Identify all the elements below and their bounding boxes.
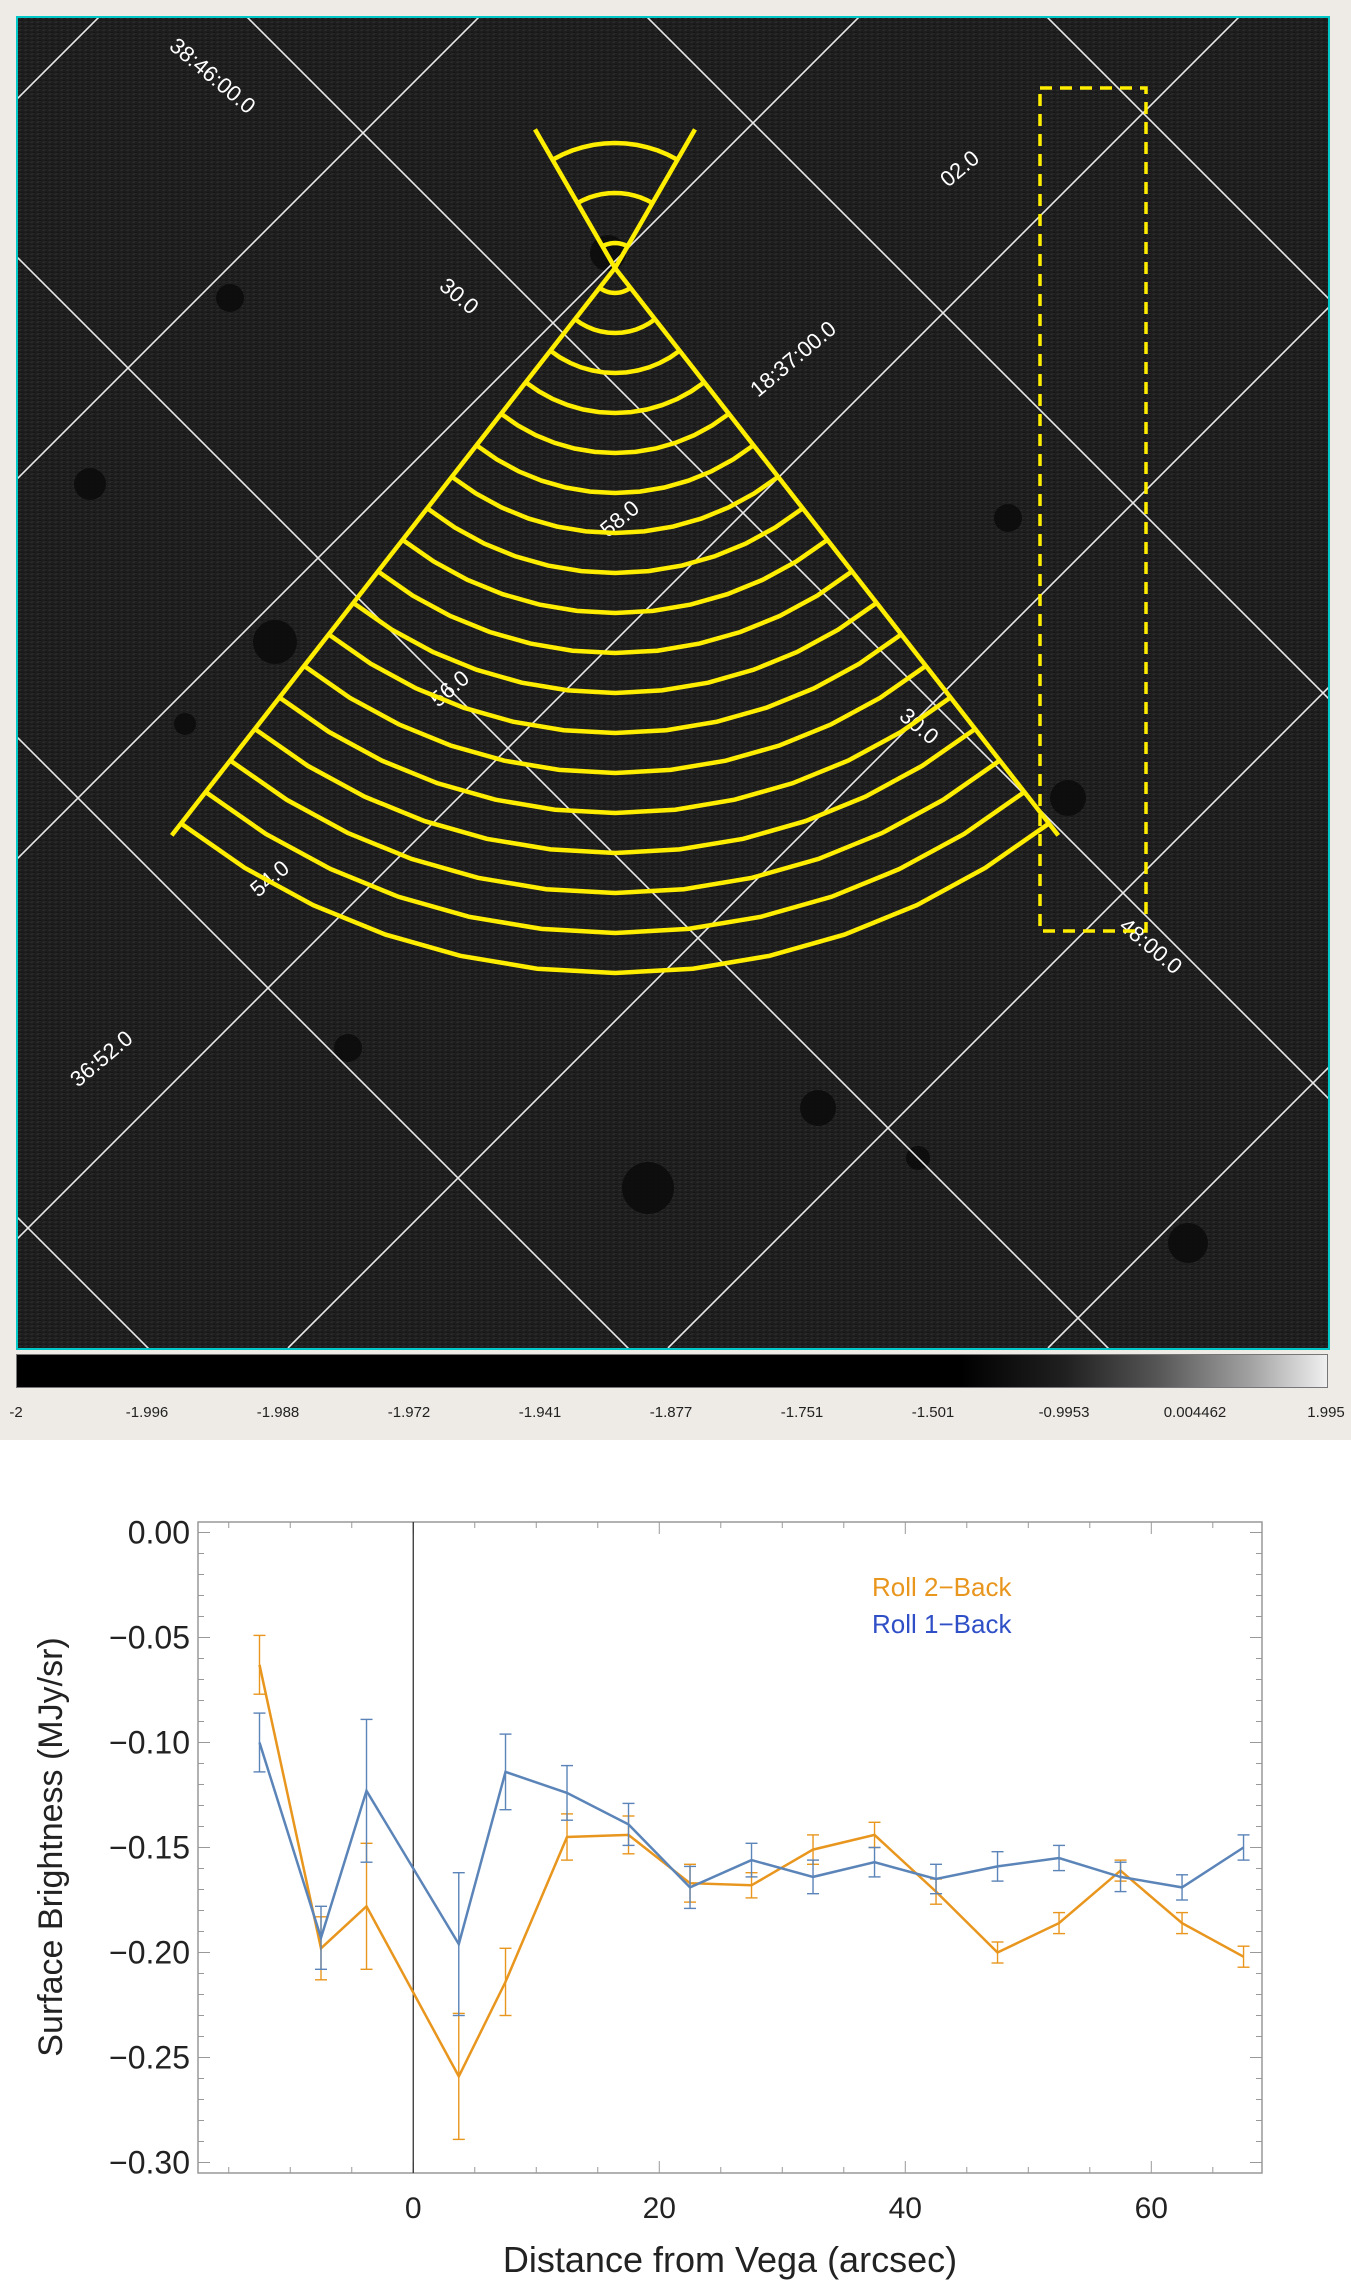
legend-roll2: Roll 2−Back xyxy=(872,1572,1012,1602)
plot-frame xyxy=(197,1521,1263,2174)
axis-ticks xyxy=(198,1522,1262,2173)
wedge-arc xyxy=(253,727,977,856)
wedge-arc xyxy=(179,821,1051,976)
wedge-arc xyxy=(549,348,681,376)
y-tick-label: −0.05 xyxy=(109,1620,190,1656)
wedge-edge xyxy=(613,266,1061,837)
colorbar-tick-label: -1.988 xyxy=(256,1404,300,1421)
wedge-arc xyxy=(228,758,1002,896)
wedge-arc xyxy=(278,695,952,816)
colorbar-tick-label: 0.004462 xyxy=(1163,1404,1227,1421)
wedge-arc xyxy=(524,380,706,416)
background-region-box xyxy=(1038,86,1148,933)
wedge-arc xyxy=(598,285,632,296)
x-tick-label: 40 xyxy=(889,2192,922,2225)
colorbar-tick-label: -1.972 xyxy=(387,1404,431,1421)
x-tick-labels: 0 20 40 60 xyxy=(405,2192,1168,2225)
series-line xyxy=(258,1742,1245,1948)
series-line xyxy=(258,1664,1245,2080)
colorbar-ticks: -2 -1.996 -1.988 -1.972 -1.941 -1.877 -1.751 -1… xyxy=(0,1404,1351,1434)
wedge-arc xyxy=(475,443,755,496)
x-tick-label: 0 xyxy=(405,2192,422,2225)
surface-brightness-chart: 0 20 40 60 0.00 −0.05 −0.10 −0.15 −0.20 −0.25 −0.… xyxy=(32,1515,1263,2280)
colorbar-tick-label: -1.941 xyxy=(518,1404,562,1421)
wedge-arc xyxy=(376,569,854,656)
upper-wedge-arc xyxy=(601,240,629,249)
colorbar-tick-label: -1.877 xyxy=(649,1404,693,1421)
series-2 xyxy=(253,1712,1250,2017)
colorbar-tick-label: -0.9953 xyxy=(1038,1404,1090,1421)
upper-wedge-edge xyxy=(533,128,617,270)
wedge-edge xyxy=(169,266,617,837)
y-tick-label: 0.00 xyxy=(128,1515,190,1551)
sky-image: 38:46:00.0 30.0 18:37:00.0 02.0 58.0 56.… xyxy=(16,16,1330,1350)
wedge-arc xyxy=(352,601,878,696)
dark-spots xyxy=(74,235,1208,1263)
upper-wedge-arc xyxy=(576,190,654,205)
colorbar xyxy=(16,1354,1328,1388)
sky-image-panel: 38:46:00.0 30.0 18:37:00.0 02.0 58.0 56.… xyxy=(0,0,1351,1440)
y-tick-label: −0.10 xyxy=(109,1725,190,1761)
wedge-arc xyxy=(425,506,805,576)
upper-wedge-arc xyxy=(551,140,679,162)
x-tick-label: 20 xyxy=(643,2192,676,2225)
wedge-arc xyxy=(573,317,657,336)
coordinate-grid xyxy=(18,18,1328,1348)
y-axis-label: Surface Brightness (MJy/sr) xyxy=(32,1637,70,2056)
x-axis-label: Distance from Vega (arcsec) xyxy=(503,2239,957,2280)
colorbar-tick-label: -2 xyxy=(9,1404,23,1421)
wedge-arc xyxy=(204,790,1026,936)
x-tick-label: 60 xyxy=(1135,2192,1168,2225)
y-tick-label: −0.25 xyxy=(109,2040,190,2076)
y-tick-label: −0.20 xyxy=(109,1935,190,1971)
series-layer xyxy=(253,1634,1250,2141)
wedge-arc xyxy=(302,664,928,776)
wedge-arc xyxy=(499,411,731,456)
upper-wedge-edge xyxy=(613,128,697,270)
wedge-arc xyxy=(450,474,780,536)
colorbar-tick-label: -1.996 xyxy=(125,1404,169,1421)
colorbar-tick-label: -1.751 xyxy=(780,1404,824,1421)
annular-wedge-regions xyxy=(169,128,1061,976)
series-1 xyxy=(253,1634,1250,2141)
colorbar-tick-label: -1.501 xyxy=(911,1404,955,1421)
legend-roll1: Roll 1−Back xyxy=(872,1609,1012,1639)
y-tick-labels: 0.00 −0.05 −0.10 −0.15 −0.20 −0.25 −0.30 xyxy=(109,1515,190,2181)
wedge-arc xyxy=(401,538,829,616)
y-tick-label: −0.30 xyxy=(109,2145,190,2181)
wedge-arc xyxy=(327,632,903,736)
sky-overlay: 38:46:00.0 30.0 18:37:00.0 02.0 58.0 56.… xyxy=(18,18,1328,1348)
colorbar-tick-label: 1.995 xyxy=(1307,1404,1345,1421)
y-tick-label: −0.15 xyxy=(109,1830,190,1866)
